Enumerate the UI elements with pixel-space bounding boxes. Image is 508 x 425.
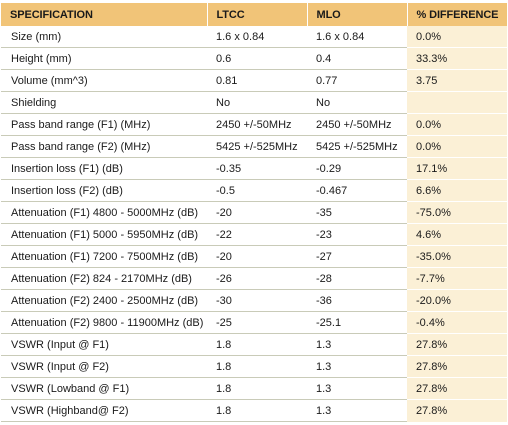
spec-cell: VSWR (Lowband @ F1) (1, 377, 207, 400)
table-row: Pass band range (F2) (MHz) 5425 +/-525MHz… (1, 135, 507, 158)
difference-cell: 0.0% (407, 113, 507, 136)
spec-cell: Pass band range (F1) (MHz) (1, 113, 207, 136)
table-row: Attenuation (F2) 824 - 2170MHz (dB) -26 -2… (1, 267, 507, 290)
mlo-cell: -28 (307, 267, 407, 290)
mlo-cell: 1.3 (307, 399, 407, 422)
mlo-cell: 1.3 (307, 377, 407, 400)
difference-cell: 3.75 (407, 69, 507, 92)
ltcc-cell: 1.8 (207, 333, 307, 356)
difference-cell (407, 91, 507, 114)
spec-cell: Height (mm) (1, 47, 207, 70)
ltcc-cell: -22 (207, 223, 307, 246)
ltcc-cell: 1.6 x 0.84 (207, 26, 307, 48)
difference-cell: -20.0% (407, 289, 507, 312)
mlo-cell: 1.3 (307, 333, 407, 356)
header-ltcc: LTCC (207, 3, 308, 26)
spec-cell: Attenuation (F2) 9800 - 11900MHz (dB) (1, 311, 207, 334)
spec-cell: Pass band range (F2) (MHz) (1, 135, 207, 158)
table-row: Pass band range (F1) (MHz) 2450 +/-50MHz 2… (1, 113, 507, 136)
spec-cell: Attenuation (F1) 7200 - 7500MHz (dB) (1, 245, 207, 268)
mlo-cell: -36 (307, 289, 407, 312)
table-row: Attenuation (F2) 9800 - 11900MHz (dB) -25… (1, 311, 507, 334)
header-row: SPECIFICATION LTCC MLO % DIFFERENCE (1, 3, 507, 26)
mlo-cell: 5425 +/-525MHz (307, 135, 407, 158)
ltcc-cell: 1.8 (207, 399, 307, 422)
table-row: Insertion loss (F1) (dB) -0.35 -0.29 17.1% (1, 157, 507, 180)
ltcc-cell: -20 (207, 201, 307, 224)
spec-cell: Shielding (1, 91, 207, 114)
spec-cell: VSWR (Input @ F1) (1, 333, 207, 356)
table-row: Attenuation (F1) 7200 - 7500MHz (dB) -20-… (1, 245, 507, 268)
difference-cell: 17.1% (407, 157, 507, 180)
difference-cell: 4.6% (407, 223, 507, 246)
difference-cell: -75.0% (407, 201, 507, 224)
spec-cell: Insertion loss (F2) (dB) (1, 179, 207, 202)
ltcc-cell: -25 (207, 311, 307, 334)
table-row: Attenuation (F1) 5000 - 5950MHz (dB) -22-… (1, 223, 507, 246)
table-row: Size (mm) 1.6 x 0.84 1.6 x 0.84 0.0% (1, 26, 507, 48)
spec-cell: VSWR (Input @ F2) (1, 355, 207, 378)
mlo-cell: 1.6 x 0.84 (307, 26, 407, 48)
table-row: Insertion loss (F2) (dB) -0.5 -0.467 6.6% (1, 179, 507, 202)
spec-cell: VSWR (Highband@ F2) (1, 399, 207, 422)
table-row: Shielding No No (1, 91, 507, 114)
header-mlo: MLO (307, 3, 408, 26)
ltcc-cell: -20 (207, 245, 307, 268)
ltcc-cell: -0.5 (207, 179, 307, 202)
mlo-cell: -35 (307, 201, 407, 224)
mlo-cell: -27 (307, 245, 407, 268)
difference-cell: 27.8% (407, 399, 507, 422)
mlo-cell: 0.77 (307, 69, 407, 92)
ltcc-cell: -0.35 (207, 157, 307, 180)
spec-cell: Attenuation (F2) 824 - 2170MHz (dB) (1, 267, 207, 290)
table-row: Attenuation (F2) 2400 - 2500MHz (dB) -30-… (1, 289, 507, 312)
mlo-cell: -25.1 (307, 311, 407, 334)
table-row: VSWR (Highband@ F2) 1.8 1.3 27.8% (1, 399, 507, 422)
spec-cell: Size (mm) (1, 26, 207, 48)
mlo-cell: No (307, 91, 407, 114)
spec-cell: Volume (mm^3) (1, 69, 207, 92)
ltcc-cell: -26 (207, 267, 307, 290)
mlo-cell: -0.467 (307, 179, 407, 202)
difference-cell: -0.4% (407, 311, 507, 334)
difference-cell: 27.8% (407, 333, 507, 356)
difference-cell: -7.7% (407, 267, 507, 290)
spec-cell: Attenuation (F1) 4800 - 5000MHz (dB) (1, 201, 207, 224)
ltcc-cell: No (207, 91, 307, 114)
table-row: Volume (mm^3) 0.81 0.77 3.75 (1, 69, 507, 92)
ltcc-cell: 0.81 (207, 69, 307, 92)
mlo-cell: 1.3 (307, 355, 407, 378)
table-row: Height (mm) 0.6 0.4 33.3% (1, 47, 507, 70)
difference-cell: 27.8% (407, 355, 507, 378)
table-header: SPECIFICATION LTCC MLO % DIFFERENCE (1, 3, 507, 26)
table-row: Attenuation (F1) 4800 - 5000MHz (dB) -20-… (1, 201, 507, 224)
difference-cell: 33.3% (407, 47, 507, 70)
spec-cell: Attenuation (F1) 5000 - 5950MHz (dB) (1, 223, 207, 246)
spec-table: SPECIFICATION LTCC MLO % DIFFERENCE Size… (1, 3, 507, 422)
mlo-cell: 2450 +/-50MHz (307, 113, 407, 136)
header-percent-difference: % DIFFERENCE (407, 3, 507, 26)
difference-cell: 0.0% (407, 26, 507, 48)
ltcc-cell: 5425 +/-525MHz (207, 135, 307, 158)
table-row: VSWR (Input @ F2) 1.8 1.3 27.8% (1, 355, 507, 378)
ltcc-cell: 1.8 (207, 355, 307, 378)
difference-cell: -35.0% (407, 245, 507, 268)
difference-cell: 0.0% (407, 135, 507, 158)
header-specification: SPECIFICATION (1, 3, 208, 26)
table-body: Size (mm) 1.6 x 0.84 1.6 x 0.84 0.0% Height … (1, 26, 507, 422)
spec-cell: Attenuation (F2) 2400 - 2500MHz (dB) (1, 289, 207, 312)
mlo-cell: -0.29 (307, 157, 407, 180)
table-row: VSWR (Lowband @ F1) 1.8 1.3 27.8% (1, 377, 507, 400)
difference-cell: 6.6% (407, 179, 507, 202)
difference-cell: 27.8% (407, 377, 507, 400)
spec-cell: Insertion loss (F1) (dB) (1, 157, 207, 180)
ltcc-cell: 0.6 (207, 47, 307, 70)
ltcc-cell: 1.8 (207, 377, 307, 400)
ltcc-cell: 2450 +/-50MHz (207, 113, 307, 136)
table-row: VSWR (Input @ F1) 1.8 1.3 27.8% (1, 333, 507, 356)
ltcc-cell: -30 (207, 289, 307, 312)
mlo-cell: 0.4 (307, 47, 407, 70)
mlo-cell: -23 (307, 223, 407, 246)
